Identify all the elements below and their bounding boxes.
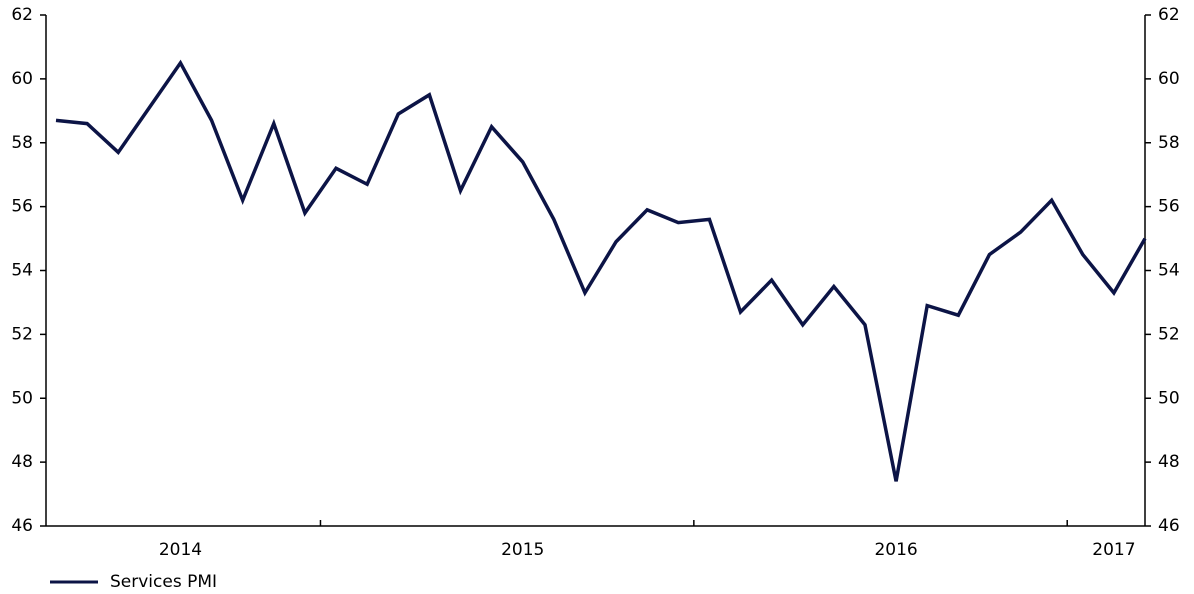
x-tick-label: 2017	[1092, 540, 1135, 560]
y-tick-label: 50	[11, 388, 33, 408]
y-tick-label: 56	[11, 197, 33, 217]
x-tick-label: 2014	[159, 540, 202, 560]
x-tick-label: 2015	[501, 540, 544, 560]
y2-tick-label: 56	[1158, 197, 1180, 217]
y2-tick-label: 62	[1158, 5, 1180, 25]
y2-tick-label: 48	[1158, 452, 1180, 472]
y2-tick-label: 54	[1158, 261, 1180, 281]
y-tick-label: 52	[11, 324, 33, 344]
y2-tick-label: 60	[1158, 69, 1180, 89]
y-tick-label: 60	[11, 69, 33, 89]
line-series	[55, 59, 1147, 482]
y-tick-label: 46	[11, 516, 33, 536]
x-tick-label: 2016	[874, 540, 917, 560]
y2-tick-label: 58	[1158, 133, 1180, 153]
y-tick-label: 62	[11, 5, 33, 25]
y-tick-label: 54	[11, 261, 33, 281]
y-tick-label: 48	[11, 452, 33, 472]
legend-label: Services PMI	[110, 572, 217, 592]
y2-tick-label: 46	[1158, 516, 1180, 536]
y2-tick-label: 50	[1158, 388, 1180, 408]
y2-tick-label: 52	[1158, 324, 1180, 344]
y-tick-label: 58	[11, 133, 33, 153]
